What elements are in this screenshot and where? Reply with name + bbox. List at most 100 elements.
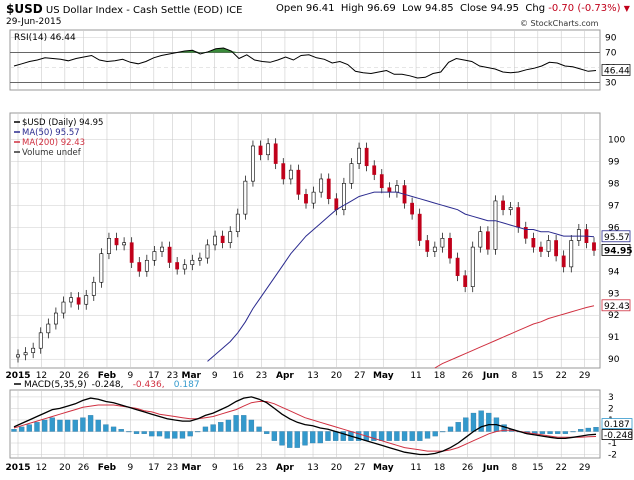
macd-histogram-bar xyxy=(156,431,163,437)
price-tick-label: 98 xyxy=(608,179,620,189)
macd-histogram-bar xyxy=(141,431,147,434)
x-tick-label: 23 xyxy=(256,371,267,381)
exchange-label: ICE xyxy=(226,5,243,16)
rsi-tick-label: 70 xyxy=(605,49,617,59)
x-tick-label: 15 xyxy=(532,463,543,473)
chg-label: Chg xyxy=(525,3,546,14)
macd-histogram-bar xyxy=(49,417,55,432)
macd-histogram-bar xyxy=(248,419,255,432)
x-tick-label: 26 xyxy=(78,463,90,473)
candle-body xyxy=(235,213,240,233)
x-tick-label: 22 xyxy=(555,371,566,381)
price-value-tag xyxy=(601,243,631,256)
candle-body xyxy=(326,178,331,200)
x-tick-label: Jun xyxy=(482,371,499,381)
macd-histogram-bar xyxy=(570,431,576,433)
high-value: 96.69 xyxy=(367,3,396,14)
candle-body xyxy=(425,240,430,252)
candle-body xyxy=(546,240,551,252)
candle-body xyxy=(448,238,452,259)
candle-body xyxy=(432,246,437,252)
candle-body xyxy=(334,198,339,211)
macd-histogram-bar xyxy=(57,419,63,432)
x-tick-label: 11 xyxy=(410,463,421,473)
macd-histogram-bar xyxy=(355,431,362,441)
candle-body xyxy=(61,301,66,314)
candle-body xyxy=(107,238,111,254)
credit-label: © StockCharts.com xyxy=(520,19,599,28)
macd-histogram-bar xyxy=(340,431,346,441)
candle-body xyxy=(129,242,134,263)
candle-body xyxy=(114,238,119,246)
rsi-value-label: 46.44 xyxy=(604,67,630,77)
macd-histogram-bar xyxy=(41,419,48,432)
x-tick-label: 12 xyxy=(36,463,47,473)
candle-body xyxy=(485,231,490,250)
macd-histogram-bar xyxy=(562,431,569,434)
candle-body xyxy=(266,143,271,156)
chart-title: $USD US Dollar Index - Cash Settle (EOD)… xyxy=(6,2,242,16)
x-tick-label: 20 xyxy=(59,463,71,473)
price-tick-label: 99 xyxy=(608,157,620,167)
candle-body xyxy=(53,312,58,325)
x-tick-label: 18 xyxy=(434,371,446,381)
price-tick-label: 91 xyxy=(608,333,619,343)
macd-line xyxy=(13,396,597,456)
x-tick-label: 9 xyxy=(212,371,218,381)
candle-body xyxy=(99,253,104,283)
macd-histogram-bar xyxy=(394,431,400,441)
macd-legend-entry: -0.248, xyxy=(92,380,124,390)
rsi-tick-label: 90 xyxy=(605,34,617,44)
macd-histogram-bar xyxy=(264,431,270,434)
macd-histogram-bar xyxy=(417,431,423,441)
x-tick-label: May xyxy=(373,463,394,473)
low-label: Low xyxy=(402,3,422,14)
macd-histogram-bar xyxy=(233,415,239,432)
macd-histogram-bar xyxy=(87,415,94,432)
price-value-tag xyxy=(601,230,631,243)
macd-histogram-bar xyxy=(470,412,477,432)
macd-signal-line xyxy=(13,401,597,452)
candle-body xyxy=(501,200,505,211)
candle-body xyxy=(243,180,248,215)
macd-histogram-bar xyxy=(187,431,193,437)
macd-histogram-bar xyxy=(149,431,155,437)
candle-body xyxy=(364,147,369,167)
candle-body xyxy=(137,262,142,272)
x-tick-label: 11 xyxy=(410,371,421,381)
macd-histogram-bar xyxy=(539,431,546,434)
x-tick-label: 13 xyxy=(307,463,318,473)
candle-body xyxy=(576,229,581,241)
macd-histogram-bar xyxy=(447,426,454,432)
x-tick-label: 23 xyxy=(256,463,267,473)
x-tick-label: 16 xyxy=(232,463,244,473)
x-tick-label: 9 xyxy=(128,463,134,473)
chg-value: -0.70 (-0.73%) xyxy=(548,3,621,14)
candle-body xyxy=(379,174,384,189)
candle-body xyxy=(531,238,536,248)
macd-histogram-bar xyxy=(463,417,469,432)
candle-body xyxy=(319,178,324,193)
x-tick-label: 26 xyxy=(462,371,474,381)
x-tick-label: 26 xyxy=(462,463,474,473)
x-tick-label: 17 xyxy=(148,371,159,381)
candle-body xyxy=(160,246,164,252)
x-tick-label: 23 xyxy=(167,371,178,381)
x-tick-label: 8 xyxy=(512,371,518,381)
candle-body xyxy=(197,257,202,261)
price-tick-label: 93 xyxy=(608,289,619,299)
ma50-line xyxy=(207,191,595,362)
x-tick-label: 17 xyxy=(148,463,159,473)
candle-body xyxy=(190,259,195,265)
candle-body xyxy=(395,185,399,193)
rsi-overbought-fill xyxy=(177,48,239,53)
x-tick-label: 13 xyxy=(307,371,318,381)
open-label: Open xyxy=(276,3,303,14)
candle-body xyxy=(463,275,468,287)
macd-histogram-bar xyxy=(486,412,492,432)
x-tick-label: 27 xyxy=(354,463,365,473)
candle-body xyxy=(220,235,225,243)
candle-body xyxy=(46,323,51,334)
macd-histogram-bar xyxy=(386,431,392,441)
macd-histogram-bar xyxy=(80,417,86,432)
